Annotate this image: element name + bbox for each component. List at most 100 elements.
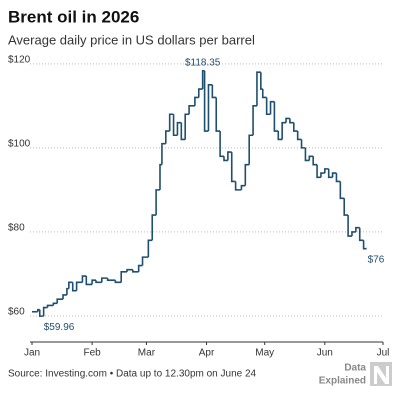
- price-step: [358, 227, 364, 242]
- price-step: [327, 168, 333, 179]
- price-step: [207, 84, 213, 132]
- price-step: [62, 294, 67, 300]
- price-step: [194, 96, 199, 106]
- price-step: [289, 118, 294, 124]
- price-step: [38, 309, 44, 317]
- chart-title: Brent oil in 2026: [8, 7, 139, 26]
- price-step: [197, 88, 203, 98]
- price-step: [269, 100, 275, 115]
- source: Source: Investing.com • Data up to 12.30…: [8, 369, 257, 380]
- price-step: [331, 172, 337, 178]
- price-step: [296, 131, 302, 141]
- y-tick-label: $60: [8, 307, 25, 318]
- price-step: [141, 256, 149, 266]
- x-tick-label: Jul: [377, 348, 390, 359]
- price-step: [339, 181, 345, 200]
- price-step: [304, 147, 310, 162]
- price-step: [285, 117, 290, 123]
- price-step: [114, 280, 122, 284]
- price-step: [37, 308, 40, 312]
- price-step: [265, 97, 271, 116]
- price-step: [300, 139, 306, 149]
- price-step: [159, 163, 162, 190]
- price-step: [227, 151, 232, 161]
- price-step: [351, 231, 356, 237]
- y-tick-label: $100: [8, 139, 31, 150]
- price-step: [91, 279, 96, 285]
- price-step: [343, 198, 349, 216]
- price-step: [56, 298, 64, 304]
- price-step: [184, 113, 190, 140]
- price-step: [244, 163, 250, 186]
- price-step: [106, 278, 116, 282]
- price-step: [126, 268, 133, 272]
- price-step: [312, 156, 318, 166]
- price-step: [347, 215, 352, 237]
- price-step: [324, 168, 329, 174]
- y-tick-label: $120: [8, 54, 31, 65]
- price-step: [42, 306, 48, 317]
- price-step: [292, 122, 298, 132]
- price-step: [132, 269, 139, 273]
- price-step: [355, 226, 360, 232]
- x-tick-label: May: [255, 348, 274, 359]
- price-step: [240, 184, 246, 190]
- price-step: [120, 271, 128, 283]
- price-step: [155, 189, 160, 216]
- price-step: [277, 131, 283, 141]
- value-label: $76: [368, 254, 385, 265]
- price-step: [168, 113, 174, 132]
- x-tick-label: Mar: [138, 348, 156, 359]
- price-step: [215, 97, 221, 132]
- price-step: [261, 89, 267, 99]
- price-step: [95, 280, 102, 284]
- price-step: [180, 122, 186, 141]
- price-step: [161, 142, 166, 165]
- chart-subtitle: Average daily price in US dollars per ba…: [8, 32, 255, 47]
- price-step: [147, 239, 153, 258]
- price-step: [172, 114, 178, 137]
- x-tick-label: Jun: [317, 348, 333, 359]
- brand-line: Explained: [319, 376, 366, 387]
- price-step: [203, 70, 209, 132]
- brand-line: Data: [344, 363, 366, 374]
- price-step: [362, 240, 367, 250]
- price-step: [66, 287, 69, 295]
- price-step: [252, 105, 257, 136]
- price-step: [256, 71, 261, 106]
- price-step: [151, 214, 157, 241]
- price-step: [165, 130, 170, 144]
- price-step: [308, 155, 314, 161]
- price-step: [335, 173, 341, 183]
- price-step: [230, 152, 236, 183]
- price-step: [234, 181, 242, 191]
- price-step: [316, 164, 321, 179]
- price-step: [46, 304, 54, 308]
- price-step: [281, 121, 287, 140]
- x-tick-label: Feb: [83, 348, 101, 359]
- price-step: [248, 134, 254, 165]
- price-step: [81, 275, 87, 283]
- price-step: [75, 281, 83, 291]
- price-step: [101, 277, 108, 283]
- value-label: $59.96: [44, 322, 75, 333]
- x-tick-label: Jan: [24, 348, 40, 359]
- price-step: [320, 172, 325, 178]
- price-step: [219, 131, 224, 158]
- price-step: [223, 156, 228, 162]
- price-step: [260, 72, 263, 90]
- price-step: [188, 105, 195, 115]
- price-step: [71, 282, 77, 292]
- value-label: $118.35: [185, 57, 221, 68]
- price-step: [137, 264, 143, 272]
- brand-icon: [370, 362, 392, 386]
- x-tick-label: Apr: [199, 348, 215, 359]
- price-step: [52, 302, 58, 306]
- price-step: [273, 101, 279, 132]
- price-step: [211, 84, 217, 99]
- price-step: [176, 121, 182, 136]
- price-step: [85, 276, 93, 286]
- price-step: [68, 281, 73, 289]
- y-tick-label: $80: [8, 223, 25, 234]
